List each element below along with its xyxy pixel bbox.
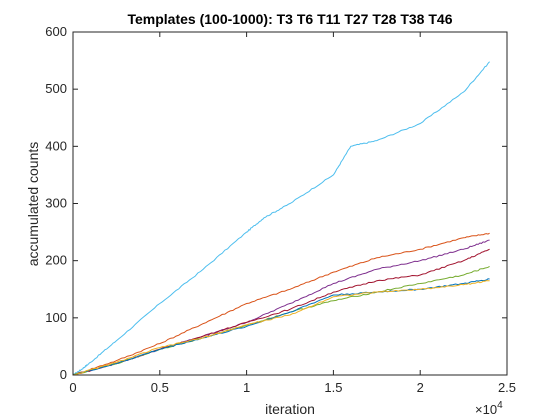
y-tick-label: 500: [45, 81, 67, 96]
plot-area: 0 0.5 1 1.5 2 2.5 0 100 200 300 400 500 600: [45, 24, 516, 395]
y-tick-label: 300: [45, 196, 67, 211]
x-tick-label: 1: [243, 380, 250, 395]
chart-title: Templates (100-1000): T3 T6 T11 T27 T28 …: [127, 11, 452, 27]
x-axis-exponent-power: 4: [497, 400, 503, 411]
y-tick-label: 200: [45, 253, 67, 268]
series-line-7: [72, 280, 490, 376]
y-tick-label: 100: [45, 310, 67, 325]
x-tick-label: 1.5: [324, 380, 342, 395]
y-axis-label: accumulated counts: [25, 142, 41, 267]
x-axis-exponent-base: ×10: [475, 402, 497, 417]
series-line-1: [72, 61, 490, 376]
series-layer: [72, 61, 490, 376]
x-tick-label: 2.5: [498, 380, 516, 395]
x-tick-label: 2: [417, 380, 424, 395]
x-axis-exponent: ×104: [475, 400, 503, 417]
x-tick-label: 0: [69, 380, 76, 395]
series-line-2: [72, 232, 490, 376]
y-tick-label: 600: [45, 24, 67, 39]
y-tick-label: 0: [60, 367, 67, 382]
x-tick-label: 0.5: [151, 380, 169, 395]
tick-layer: 0 0.5 1 1.5 2 2.5 0 100 200 300 400 500 600: [45, 24, 516, 395]
y-tick-label: 400: [45, 138, 67, 153]
x-axis-label: iteration: [265, 401, 315, 417]
